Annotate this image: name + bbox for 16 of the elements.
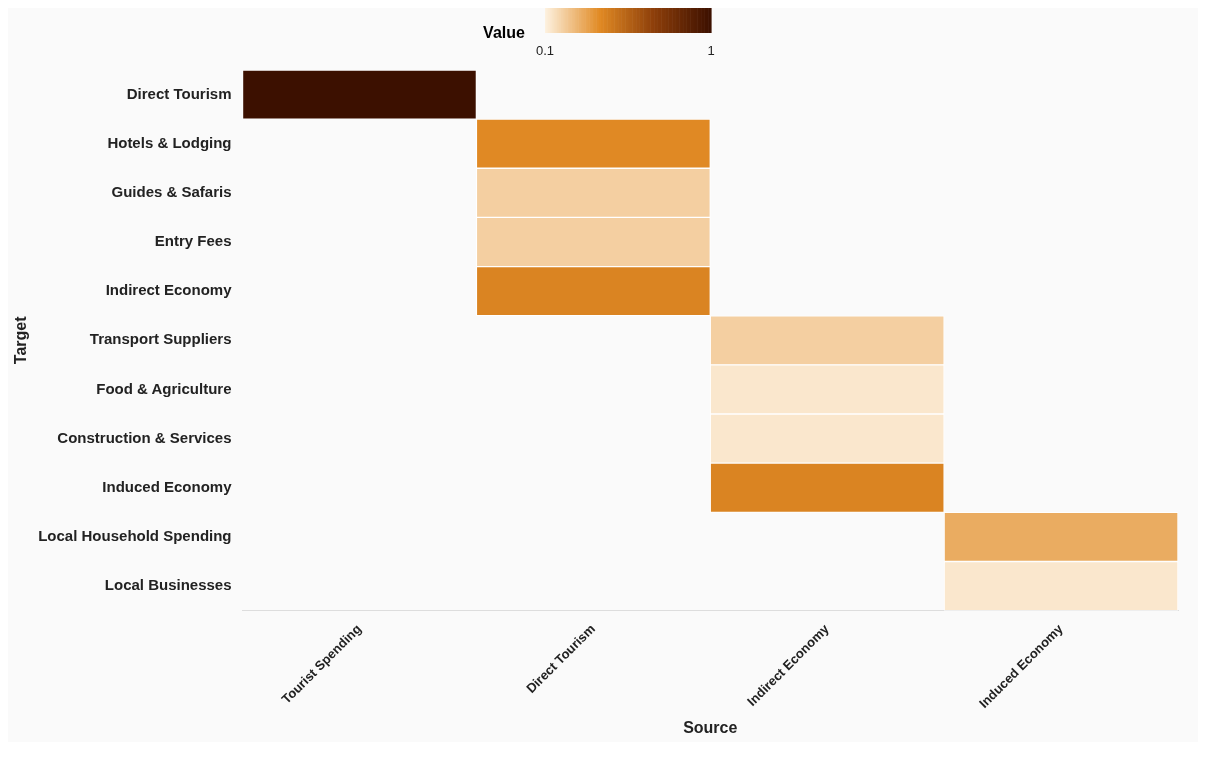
color-bar-label: 1 bbox=[707, 43, 715, 59]
y-tick-label: Local Household Spending bbox=[38, 527, 232, 545]
y-tick-label: Local Businesses bbox=[104, 576, 232, 594]
y-tick-label: Food & Agriculture bbox=[96, 379, 232, 397]
y-tick-label: Transport Suppliers bbox=[89, 330, 232, 348]
y-tick-label: Guides & Safaris bbox=[111, 183, 232, 200]
y-tick-label: Direct Tourism bbox=[126, 84, 232, 102]
y-tick-label: Hotels & Lodging bbox=[107, 133, 232, 151]
color-bar-title: Value bbox=[483, 24, 525, 42]
y-axis-title: Target bbox=[12, 315, 30, 365]
color-bar-label: 0.1 bbox=[535, 43, 554, 59]
y-tick-label: Induced Economy bbox=[102, 477, 233, 495]
y-tick-label: Entry Fees bbox=[154, 232, 232, 250]
y-tick-label: Indirect Economy bbox=[105, 281, 233, 299]
x-axis-title: Source bbox=[683, 718, 738, 736]
y-tick-label: Construction & Services bbox=[57, 428, 232, 446]
